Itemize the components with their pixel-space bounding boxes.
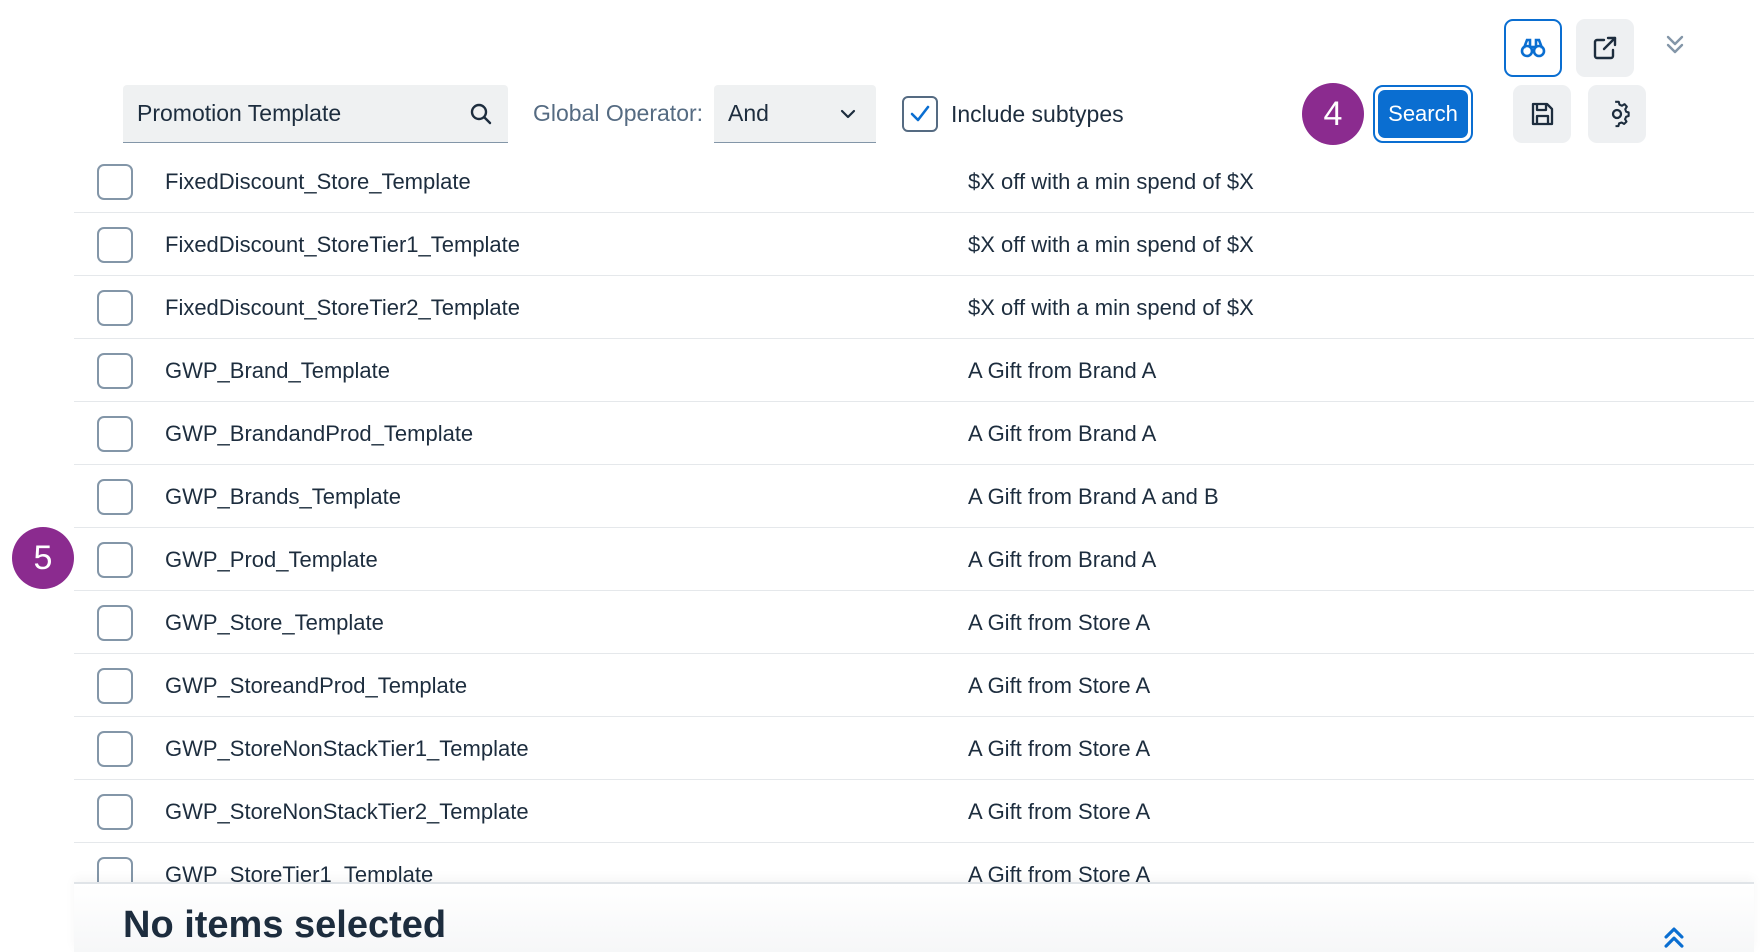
row-description: A Gift from Brand A bbox=[968, 547, 1157, 572]
table-row[interactable]: GWP_Store_Template A Gift from Store A bbox=[74, 591, 1754, 654]
table-row[interactable]: GWP_BrandandProd_Template A Gift from Br… bbox=[74, 402, 1754, 465]
share-icon bbox=[1593, 36, 1617, 60]
row-checkbox[interactable] bbox=[97, 479, 133, 515]
row-name: GWP_Store_Template bbox=[165, 610, 384, 635]
selection-footer: No items selected bbox=[74, 882, 1754, 952]
table-row[interactable]: FixedDiscount_StoreTier1_Template $X off… bbox=[74, 213, 1754, 276]
row-description: $X off with a min spend of $X bbox=[968, 232, 1254, 257]
share-button[interactable] bbox=[1576, 19, 1634, 77]
advanced-search-button[interactable] bbox=[1504, 19, 1562, 77]
row-name: GWP_StoreandProd_Template bbox=[165, 673, 468, 698]
global-operator-select[interactable]: And bbox=[714, 85, 876, 143]
step-badge-search: 4 bbox=[1302, 83, 1364, 145]
row-checkbox[interactable] bbox=[97, 668, 133, 704]
table-row[interactable]: GWP_Brands_Template A Gift from Brand A … bbox=[74, 465, 1754, 528]
save-button[interactable] bbox=[1513, 85, 1571, 143]
results-list: FixedDiscount_Store_Template $X off with… bbox=[74, 150, 1754, 906]
step-badge-row: 5 bbox=[12, 527, 74, 589]
row-checkbox[interactable] bbox=[97, 605, 133, 641]
save-icon bbox=[1531, 102, 1554, 126]
search-button-label: Search bbox=[1378, 90, 1468, 138]
row-name: FixedDiscount_Store_Template bbox=[165, 169, 471, 194]
row-checkbox[interactable] bbox=[97, 164, 133, 200]
row-checkbox[interactable] bbox=[97, 353, 133, 389]
search-button[interactable]: Search bbox=[1373, 85, 1473, 143]
row-name: GWP_Brands_Template bbox=[165, 484, 401, 509]
row-description: A Gift from Store A bbox=[968, 799, 1151, 824]
table-row[interactable]: GWP_StoreNonStackTier1_Template A Gift f… bbox=[74, 717, 1754, 780]
row-description: A Gift from Store A bbox=[968, 673, 1151, 698]
table-row[interactable]: GWP_StoreandProd_Template A Gift from St… bbox=[74, 654, 1754, 717]
table-row[interactable]: FixedDiscount_Store_Template $X off with… bbox=[74, 150, 1754, 213]
row-checkbox[interactable] bbox=[97, 227, 133, 263]
global-operator-value: And bbox=[728, 100, 769, 126]
row-checkbox[interactable] bbox=[97, 542, 133, 578]
table-row[interactable]: FixedDiscount_StoreTier2_Template $X off… bbox=[74, 276, 1754, 339]
row-checkbox[interactable] bbox=[97, 290, 133, 326]
selection-status: No items selected bbox=[123, 904, 447, 946]
row-description: A Gift from Brand A bbox=[968, 421, 1157, 446]
table-row-highlighted[interactable]: GWP_Prod_Template A Gift from Brand A bbox=[74, 528, 1754, 591]
chevron-down-icon bbox=[840, 109, 856, 118]
row-description: $X off with a min spend of $X bbox=[968, 295, 1254, 320]
row-name: FixedDiscount_StoreTier2_Template bbox=[165, 295, 521, 320]
row-name: GWP_StoreNonStackTier2_Template bbox=[165, 799, 529, 824]
binoculars-icon bbox=[1520, 38, 1546, 58]
row-description: A Gift from Store A bbox=[968, 610, 1151, 635]
row-description: A Gift from Brand A bbox=[968, 358, 1157, 383]
double-chevron-up-icon[interactable] bbox=[1657, 920, 1691, 952]
row-name: GWP_Prod_Template bbox=[165, 547, 378, 572]
row-name: GWP_StoreNonStackTier1_Template bbox=[165, 736, 529, 761]
row-description: A Gift from Brand A and B bbox=[968, 484, 1219, 509]
row-description: A Gift from Store A bbox=[968, 736, 1151, 761]
table-row[interactable]: GWP_StoreNonStackTier2_Template A Gift f… bbox=[74, 780, 1754, 843]
double-chevron-down-icon[interactable] bbox=[1660, 30, 1690, 60]
search-icon[interactable] bbox=[468, 101, 494, 127]
row-checkbox[interactable] bbox=[97, 416, 133, 452]
table-row[interactable]: GWP_Brand_Template A Gift from Brand A bbox=[74, 339, 1754, 402]
settings-button[interactable] bbox=[1588, 85, 1646, 143]
search-input[interactable] bbox=[137, 100, 468, 127]
row-checkbox[interactable] bbox=[97, 794, 133, 830]
row-name: FixedDiscount_StoreTier1_Template bbox=[165, 232, 521, 257]
include-subtypes-checkbox[interactable] bbox=[902, 96, 938, 132]
search-field[interactable] bbox=[123, 85, 508, 143]
row-name: GWP_Brand_Template bbox=[165, 358, 390, 383]
row-description: $X off with a min spend of $X bbox=[968, 169, 1254, 194]
row-name: GWP_BrandandProd_Template bbox=[165, 421, 474, 446]
checkmark-icon bbox=[910, 105, 930, 122]
row-checkbox[interactable] bbox=[97, 731, 133, 767]
global-operator-label: Global Operator: bbox=[533, 100, 704, 126]
include-subtypes-label: Include subtypes bbox=[951, 101, 1124, 127]
gear-icon bbox=[1611, 100, 1630, 128]
